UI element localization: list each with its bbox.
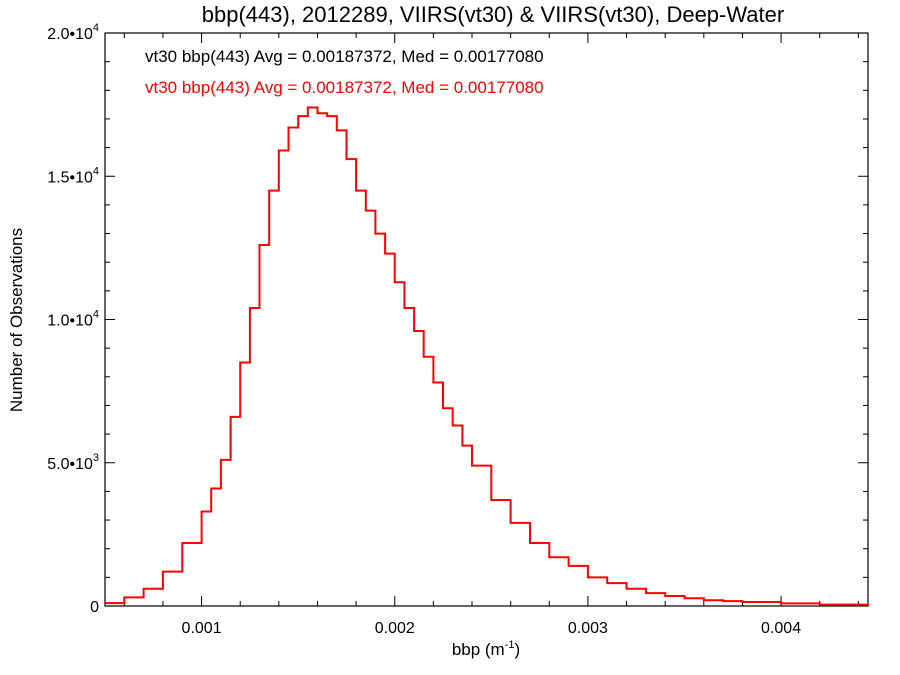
tick-labels: 0.001 0.002 0.003 0.004 0 5.0•103 1.0•104 1.5•1… (47, 22, 801, 637)
histogram-series (105, 106, 869, 606)
x-axis-label-base: bbp (m (452, 640, 505, 659)
x-tick-label: 0.002 (375, 620, 415, 637)
x-tick-label: 0.004 (761, 620, 801, 637)
x-tick-label: 0.001 (182, 620, 222, 637)
x-axis-label: bbp (m-1) (452, 639, 520, 659)
chart-title: bbp(443), 2012289, VIIRS(vt30) & VIIRS(v… (202, 2, 784, 27)
y-tick-label: 5.0•103 (47, 452, 99, 473)
y-tick-label: 1.0•104 (47, 309, 99, 330)
x-axis-label-sup: -1 (505, 639, 515, 651)
x-axis-label-suffix: ) (515, 640, 521, 659)
y-tick-label: 2.0•104 (47, 22, 99, 43)
y-tick-label: 0 (90, 599, 99, 616)
y-axis-label: Number of Observations (7, 228, 26, 412)
annotation-red: vt30 bbp(443) Avg = 0.00187372, Med = 0.… (145, 78, 544, 97)
annotation-black: vt30 bbp(443) Avg = 0.00187372, Med = 0.… (145, 47, 544, 66)
plot-frame (104, 32, 869, 607)
x-tick-label: 0.003 (568, 620, 608, 637)
y-tick-label: 1.5•104 (47, 165, 99, 186)
axis-ticks (105, 33, 868, 606)
